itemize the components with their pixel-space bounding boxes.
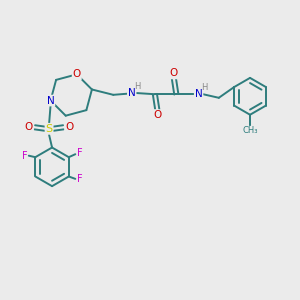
Text: F: F — [77, 148, 82, 158]
Text: F: F — [22, 151, 27, 161]
Text: N: N — [128, 88, 136, 98]
Text: CH₃: CH₃ — [242, 126, 258, 135]
Text: N: N — [195, 89, 203, 99]
Text: O: O — [73, 69, 81, 79]
Text: O: O — [153, 110, 161, 120]
Text: H: H — [134, 82, 140, 91]
Text: H: H — [201, 83, 207, 92]
Text: F: F — [77, 174, 82, 184]
Text: O: O — [170, 68, 178, 78]
Text: S: S — [46, 124, 52, 134]
Text: N: N — [47, 96, 54, 106]
Text: O: O — [65, 122, 74, 132]
Text: O: O — [25, 122, 33, 132]
